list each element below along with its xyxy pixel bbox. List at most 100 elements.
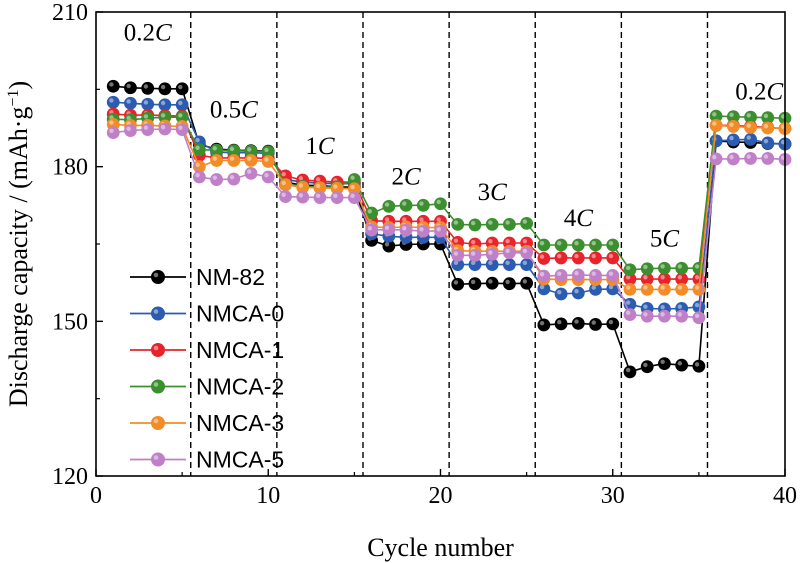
data-point-highlight — [143, 100, 149, 105]
data-point-highlight — [574, 270, 579, 276]
data-point — [761, 152, 775, 165]
data-point — [744, 132, 757, 146]
legend-item: NM-82 — [130, 264, 265, 290]
data-point-highlight — [195, 137, 200, 143]
data-point-highlight — [470, 220, 476, 226]
data-point — [261, 170, 275, 184]
data-point-highlight — [315, 193, 321, 198]
rate-label-unit: C — [318, 133, 335, 160]
data-point — [520, 258, 534, 272]
data-point-highlight — [729, 122, 734, 127]
data-point-highlight — [126, 99, 131, 104]
data-point — [192, 143, 206, 157]
data-point — [106, 126, 120, 140]
legend-label: NMCA-5 — [196, 447, 284, 473]
data-point-highlight — [591, 320, 596, 325]
data-point — [675, 282, 689, 296]
rate-label: 0.2C — [124, 19, 172, 46]
data-point — [571, 251, 585, 265]
data-point — [485, 276, 499, 290]
data-point-highlight — [264, 147, 269, 153]
data-point-highlight — [694, 302, 700, 308]
data-point-highlight — [677, 312, 683, 317]
data-point-highlight — [298, 183, 304, 188]
series-line — [113, 123, 786, 291]
data-point — [520, 246, 534, 260]
data-point-highlight — [436, 217, 441, 222]
data-point-highlight — [160, 113, 166, 118]
data-point-highlight — [281, 180, 286, 186]
data-point-highlight — [367, 226, 372, 231]
data-point — [485, 218, 499, 231]
data-point-highlight — [109, 82, 114, 87]
data-point — [675, 309, 689, 323]
data-point-highlight — [402, 201, 407, 206]
data-point-highlight — [453, 280, 459, 285]
rate-label-unit: C — [766, 79, 783, 106]
data-point-highlight — [402, 217, 407, 222]
data-point-highlight — [298, 193, 304, 198]
data-point-highlight — [384, 217, 390, 222]
data-point-highlight — [712, 154, 717, 160]
data-point — [502, 277, 516, 291]
data-point — [227, 172, 241, 186]
data-point-highlight — [109, 120, 114, 125]
data-point — [227, 154, 241, 167]
data-point-highlight — [505, 279, 510, 285]
legend-marker — [151, 343, 165, 357]
rate-label-value: 0.2 — [735, 79, 766, 106]
data-point — [296, 190, 310, 204]
data-point-highlight — [522, 279, 528, 284]
rate-label: 1C — [305, 133, 335, 160]
data-point — [589, 318, 602, 331]
data-point — [210, 154, 223, 167]
data-point-highlight — [729, 112, 734, 118]
y-tick-label: 180 — [52, 155, 88, 181]
data-point-highlight — [763, 124, 769, 129]
legend-marker — [151, 452, 165, 467]
data-point-highlight — [470, 260, 476, 266]
data-point-highlight — [505, 238, 510, 244]
data-point — [571, 238, 585, 252]
data-point — [692, 311, 706, 325]
data-point-highlight — [608, 271, 614, 276]
data-point-highlight — [333, 184, 338, 189]
legend-marker — [151, 416, 165, 430]
data-point-highlight — [419, 227, 424, 232]
data-point-highlight — [247, 169, 252, 174]
data-point-highlight — [677, 361, 683, 366]
y-tick-label: 210 — [52, 0, 88, 26]
legend-label: NM-82 — [196, 264, 265, 290]
data-point — [606, 238, 620, 252]
data-point — [279, 190, 292, 203]
data-point-highlight — [729, 154, 734, 160]
data-point — [640, 282, 654, 296]
data-point-highlight — [419, 201, 424, 206]
data-point-highlight — [247, 147, 252, 152]
series-line — [113, 113, 786, 280]
data-point — [726, 152, 740, 166]
rate-label: 0.2C — [735, 79, 783, 106]
legend-label: NMCA-3 — [196, 410, 284, 436]
data-point-highlight — [178, 125, 183, 130]
data-point-highlight — [591, 253, 596, 259]
data-point-highlight — [229, 146, 235, 152]
data-point — [726, 133, 740, 147]
data-point — [537, 238, 551, 252]
data-point-highlight — [143, 114, 149, 119]
data-point-highlight — [539, 320, 545, 326]
data-point — [382, 199, 396, 213]
data-point — [675, 261, 689, 275]
legend-marker-highlight — [153, 455, 159, 460]
data-point — [485, 247, 499, 261]
rate-label-value: 5 — [650, 226, 663, 253]
rate-label-unit: C — [662, 226, 679, 253]
data-point-highlight — [694, 285, 700, 290]
data-point-highlight — [160, 125, 166, 130]
data-point-highlight — [539, 254, 545, 259]
data-point — [175, 123, 189, 136]
data-point-highlight — [488, 238, 493, 244]
data-point-highlight — [608, 319, 614, 325]
data-point — [709, 152, 723, 166]
